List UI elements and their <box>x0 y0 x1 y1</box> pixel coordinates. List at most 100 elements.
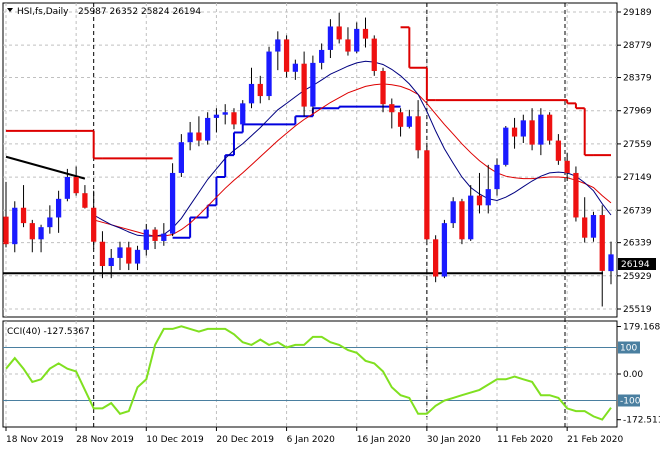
price-pane: 29189 28779 28379 27969 27559 27149 26739 26339… <box>2 2 656 427</box>
price-tick-label: 26739 <box>623 206 652 216</box>
candle-bull <box>327 26 334 50</box>
chart-header: HSI,fs,Daily 25987 26352 25824 26194 <box>7 7 201 17</box>
cci-pane: 179.1686 100 0.00 -100 -172.511 CCI(40) -127… <box>2 320 660 428</box>
time-tick-label: 28 Nov 2019 <box>76 435 134 445</box>
time-tick-label: 20 Dec 2019 <box>216 435 274 445</box>
candle-bull <box>248 83 255 104</box>
candle-bull <box>319 49 325 63</box>
cci-level-tag <box>618 341 640 354</box>
time-tick-label: 11 Feb 2020 <box>497 435 553 445</box>
candle-bull <box>450 201 456 224</box>
trendline <box>5 155 86 180</box>
candle-bear <box>415 116 421 151</box>
candle-bull <box>12 207 18 245</box>
candle-bear <box>301 63 307 107</box>
trendline-segment <box>5 155 86 180</box>
candle-bull <box>108 257 114 267</box>
price-tick-label: 29189 <box>623 8 652 18</box>
cci-tick-label: -172.511 <box>623 416 660 426</box>
price-axis: 29189 28779 28379 27969 27559 27149 26739 26339… <box>617 8 652 315</box>
candle-bear <box>362 28 369 39</box>
cci-polyline <box>5 325 612 421</box>
price-tick-label: 27149 <box>623 173 652 183</box>
candle-bear <box>336 26 342 40</box>
cci-levels <box>3 347 617 401</box>
candle-bull <box>169 172 176 234</box>
price-tick-label: 26339 <box>623 239 652 249</box>
candlesticks <box>3 12 614 307</box>
candle-bull <box>47 217 53 228</box>
candle-bear <box>433 239 439 277</box>
symbol-label: HSI,fs,Daily <box>17 7 69 17</box>
candle-bull <box>520 120 526 137</box>
candle-bull <box>64 176 71 199</box>
candle-bull <box>240 103 246 125</box>
time-tick-label: 18 Nov 2019 <box>6 435 64 445</box>
price-pane-frame <box>2 2 618 318</box>
cci-tick-label: 100 <box>620 344 637 354</box>
candle-bear <box>3 216 9 245</box>
candle-bear <box>555 140 562 161</box>
candle-bull <box>222 112 228 115</box>
candle-bull <box>485 189 491 206</box>
candle-bear <box>152 229 158 241</box>
candle-bull <box>503 127 509 165</box>
candle-bull <box>406 116 412 127</box>
cci-tick-label: -100 <box>620 397 641 407</box>
candle-bear <box>599 215 605 271</box>
candle-bear <box>573 172 579 218</box>
chevron-down-icon[interactable] <box>7 8 13 12</box>
price-tick-label: 25519 <box>623 305 652 315</box>
slow-moving-average <box>93 83 612 237</box>
candle-bull <box>266 51 272 97</box>
candle-bear <box>389 104 395 113</box>
candle-bear <box>283 39 290 72</box>
candle-bear <box>459 201 465 240</box>
candle-bull <box>275 39 281 52</box>
cci-level-tag <box>618 394 640 407</box>
candle-bull <box>310 62 316 107</box>
candle-bull <box>354 28 360 52</box>
candle-bear <box>91 207 97 242</box>
candle-bear <box>564 160 570 173</box>
price-tick-label: 28779 <box>623 41 652 51</box>
candle-bear <box>29 223 35 240</box>
candle-bear <box>73 176 79 194</box>
candle-bull <box>205 117 211 141</box>
candle-bear <box>82 193 88 208</box>
candle-bull <box>608 254 614 272</box>
time-tick-label: 30 Jan 2020 <box>427 435 481 445</box>
candle-bull <box>134 249 141 264</box>
candle-bear <box>126 247 132 264</box>
price-tick-label: 27969 <box>623 107 652 117</box>
candle-bear <box>529 120 535 145</box>
price-tick-label: 25929 <box>623 272 652 282</box>
candle-bear <box>380 70 386 105</box>
trailing-stop <box>6 26 611 239</box>
candle-bull <box>468 195 474 240</box>
candle-bear <box>99 241 106 267</box>
candle-bull <box>143 229 149 250</box>
cci-tick-label: 0.00 <box>623 370 643 380</box>
candle-bear <box>371 38 377 71</box>
candle-bear <box>345 39 351 52</box>
time-axis: 18 Nov 2019 28 Nov 2019 10 Dec 2019 20 Dec … <box>5 427 623 445</box>
candle-bear <box>397 112 404 127</box>
candle-bull <box>292 63 298 72</box>
candle-bear <box>231 112 237 125</box>
candle-bear <box>20 207 27 224</box>
candle-bull <box>590 215 597 238</box>
time-tick-label: 6 Jan 2020 <box>287 435 335 445</box>
last-price-label: 26194 <box>621 260 650 270</box>
last-price-tag: 26194 <box>618 258 656 270</box>
time-tick-label: 16 Jan 2020 <box>357 435 411 445</box>
candle-bull <box>55 198 62 218</box>
candle-bull <box>161 233 167 241</box>
price-tick-label: 28379 <box>623 74 652 84</box>
cci-label: CCI(40) -127.5367 <box>7 327 90 337</box>
time-tick-label: 10 Dec 2019 <box>146 435 204 445</box>
cci-tick-label: 179.1686 <box>623 323 660 333</box>
price-tick-label: 27559 <box>623 140 652 150</box>
time-tick-label: 21 Feb 2020 <box>567 435 623 445</box>
